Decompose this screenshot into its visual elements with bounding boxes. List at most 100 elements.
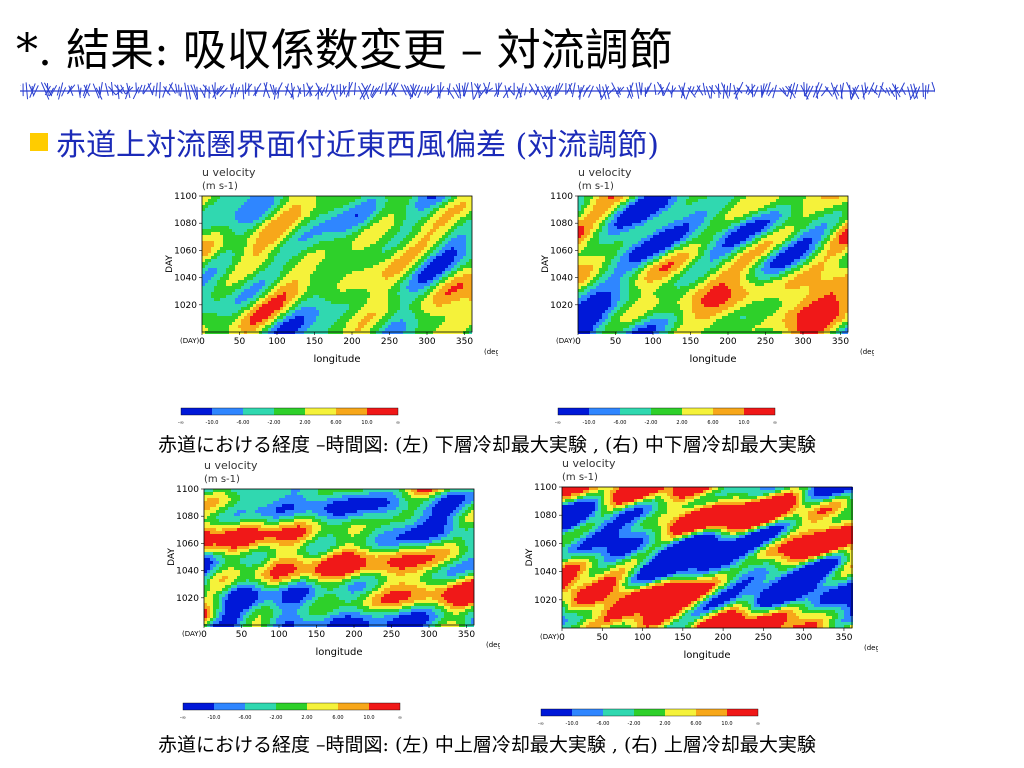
heatmap-cell — [812, 202, 815, 205]
heatmap-cell — [304, 277, 307, 280]
heatmap-cell — [208, 286, 211, 289]
heatmap-cell — [331, 304, 334, 307]
heatmap-cell — [469, 214, 472, 217]
heatmap-cell — [304, 322, 307, 325]
heatmap-cell — [289, 283, 292, 286]
heatmap-cell — [773, 205, 776, 208]
heatmap-cell — [445, 304, 448, 307]
heatmap-cell — [322, 223, 325, 226]
heatmap-cell — [211, 214, 214, 217]
heatmap-cell — [388, 283, 391, 286]
heatmap-cell — [415, 298, 418, 301]
heatmap-cell — [307, 277, 310, 280]
heatmap-cell — [632, 199, 635, 202]
heatmap-cell — [301, 331, 304, 334]
heatmap-cell — [208, 196, 211, 199]
heatmap-cell — [232, 280, 235, 283]
heatmap-cells — [202, 196, 472, 334]
heatmap-cell — [256, 310, 259, 313]
heatmap-cell — [614, 208, 617, 211]
heatmap-cell — [253, 199, 256, 202]
heatmap-cell — [253, 220, 256, 223]
heatmap-cell — [334, 220, 337, 223]
heatmap-cell — [842, 217, 845, 220]
heatmap-cell — [250, 316, 253, 319]
heatmap-cell — [343, 310, 346, 313]
heatmap-cell — [463, 301, 466, 304]
heatmap-cell — [370, 328, 373, 331]
heatmap-cell — [418, 319, 421, 322]
heatmap-cell — [460, 235, 463, 238]
heatmap-cell — [412, 253, 415, 256]
heatmap-cell — [424, 232, 427, 235]
heatmap-cell — [662, 196, 665, 199]
heatmap-cell — [824, 196, 827, 199]
heatmap-cell — [740, 196, 743, 199]
heatmap-cell — [322, 247, 325, 250]
heatmap-cell — [451, 262, 454, 265]
heatmap-cell — [409, 274, 412, 277]
heatmap-cell — [313, 310, 316, 313]
heatmap-cell — [229, 217, 232, 220]
heatmap-cell — [298, 214, 301, 217]
heatmap-cell — [328, 196, 331, 199]
heatmap-cell — [361, 310, 364, 313]
heatmap-cell — [253, 274, 256, 277]
heatmap-cell — [430, 238, 433, 241]
heatmap-cell — [244, 250, 247, 253]
heatmap-cell — [205, 202, 208, 205]
heatmap-cell — [331, 289, 334, 292]
heatmap-cell — [253, 283, 256, 286]
heatmap-cell — [298, 286, 301, 289]
heatmap-cell — [337, 283, 340, 286]
heatmap-cell — [845, 220, 848, 223]
heatmap-cell — [313, 295, 316, 298]
heatmap-cell — [418, 322, 421, 325]
heatmap-cell — [391, 265, 394, 268]
heatmap-cell — [427, 202, 430, 205]
heatmap-cell — [442, 241, 445, 244]
heatmap-cell — [397, 226, 400, 229]
heatmap-cell — [208, 214, 211, 217]
heatmap-cell — [247, 259, 250, 262]
heatmap-cell — [385, 322, 388, 325]
heatmap-cell — [253, 247, 256, 250]
heatmap-cell — [412, 280, 415, 283]
heatmap-cell — [734, 214, 737, 217]
heatmap-cell — [373, 250, 376, 253]
heatmap-cell — [460, 280, 463, 283]
heatmap-cell — [463, 241, 466, 244]
heatmap-cell — [328, 229, 331, 232]
heatmap-cell — [211, 307, 214, 310]
heatmap-cell — [391, 259, 394, 262]
heatmap-cell — [421, 259, 424, 262]
heatmap-cell — [674, 205, 677, 208]
heatmap-cell — [247, 229, 250, 232]
heatmap-cell — [295, 205, 298, 208]
heatmap-cell — [271, 268, 274, 271]
heatmap-cell — [415, 262, 418, 265]
heatmap-cell — [391, 217, 394, 220]
heatmap-cell — [686, 220, 689, 223]
heatmap-cell — [599, 211, 602, 214]
heatmap-cell — [406, 277, 409, 280]
heatmap-cell — [313, 235, 316, 238]
heatmap-cell — [433, 271, 436, 274]
heatmap-cell — [593, 202, 596, 205]
heatmap-cell — [307, 238, 310, 241]
heatmap-cell — [325, 331, 328, 334]
heatmap-cell — [436, 331, 439, 334]
heatmap-cell — [283, 301, 286, 304]
heatmap-cell — [457, 214, 460, 217]
heatmap-cell — [782, 205, 785, 208]
heatmap-cell — [331, 301, 334, 304]
heatmap-cell — [370, 232, 373, 235]
heatmap-cell — [776, 199, 779, 202]
heatmap-cell — [340, 244, 343, 247]
heatmap-cell — [256, 271, 259, 274]
heatmap-cell — [427, 229, 430, 232]
heatmap-cell — [226, 232, 229, 235]
heatmap-cell — [346, 316, 349, 319]
heatmap-cell — [307, 313, 310, 316]
heatmap-cell — [686, 214, 689, 217]
